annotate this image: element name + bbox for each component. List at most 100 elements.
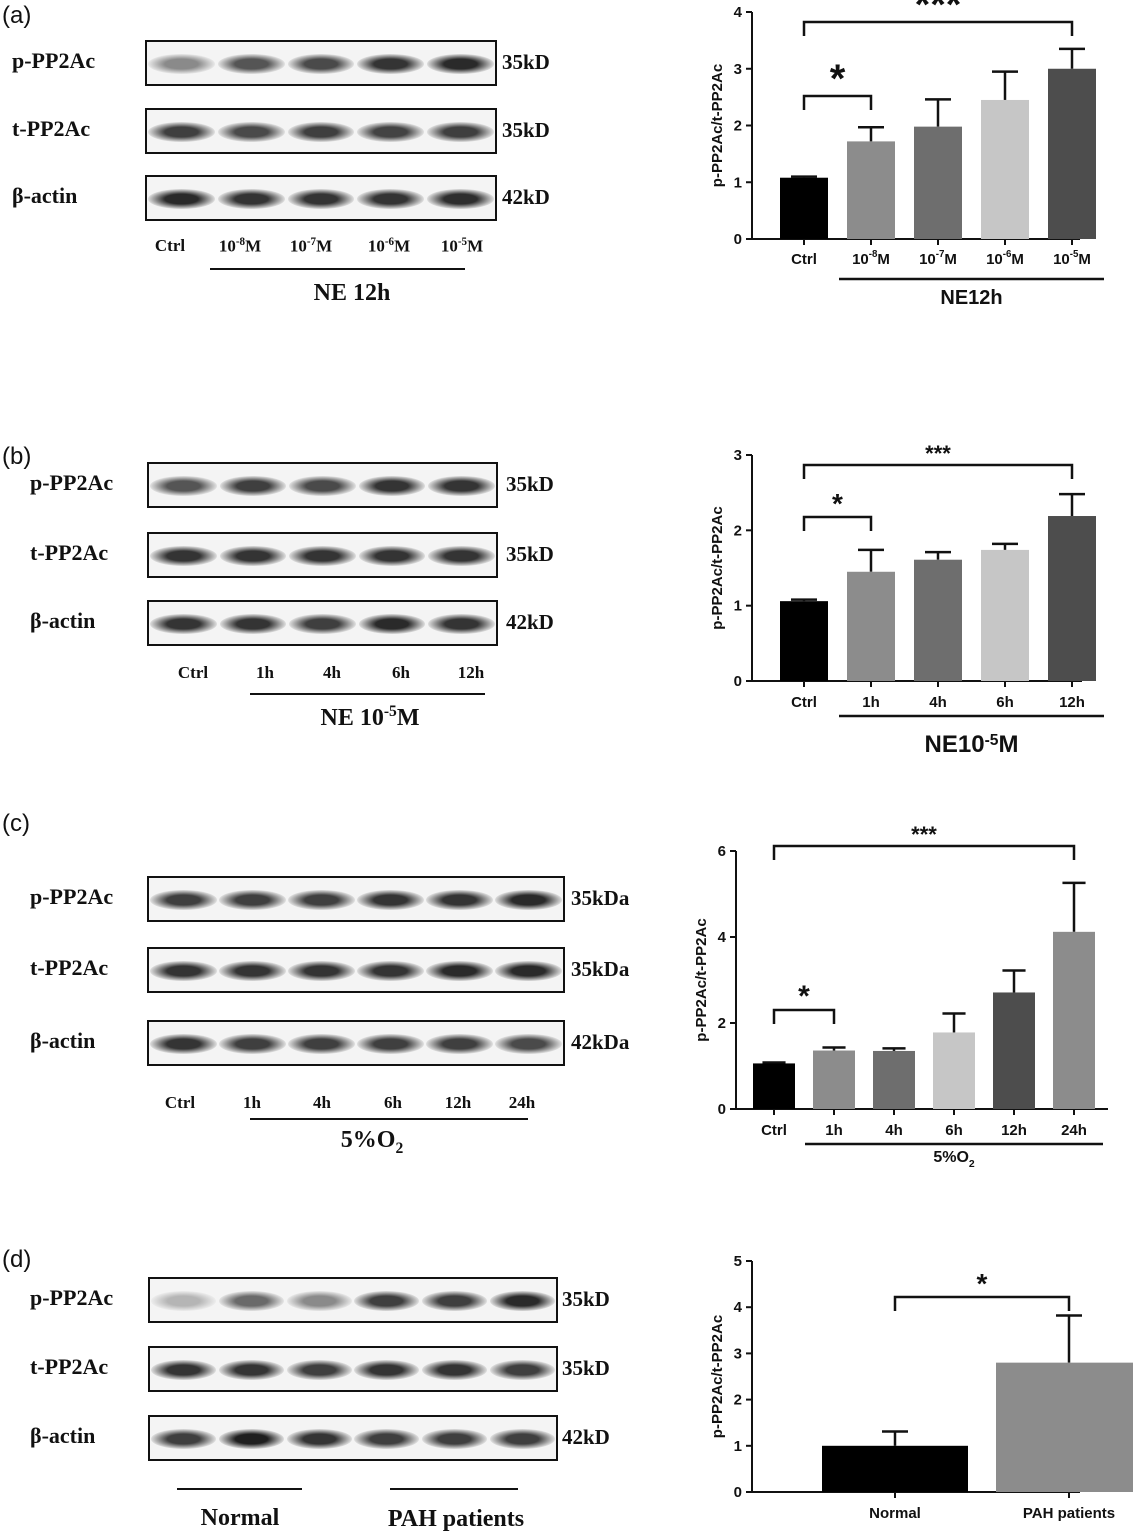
band-d-1-2 <box>286 1360 352 1380</box>
x-tick-label-c-4: 12h <box>1001 1122 1027 1139</box>
band-b-1-0 <box>150 546 217 566</box>
group-rule-b <box>250 693 485 695</box>
blot-size-a-0: 35kD <box>502 50 550 74</box>
band-d-0-4 <box>422 1291 487 1311</box>
significance-bracket-a-0 <box>802 94 873 110</box>
band-b-2-1 <box>219 614 287 634</box>
y-tick-label-c-1: 2 <box>718 1015 726 1032</box>
y-tick-label-a-1: 1 <box>734 174 742 191</box>
band-d-2-3 <box>354 1429 420 1449</box>
group-label-c: 5%O2 <box>340 1127 404 1157</box>
x-tick-label-b-3: 6h <box>996 694 1014 711</box>
significance-label-c-1: *** <box>911 822 937 847</box>
lane-label-a-1: 10-8M <box>218 236 262 256</box>
band-d-2-5 <box>489 1429 555 1449</box>
blot-label-a-0: p-PP2Ac <box>12 48 96 73</box>
lane-label-a-2: 10-7M <box>289 236 333 256</box>
band-c-0-3 <box>357 890 424 910</box>
x-tick-label-d-0: Normal <box>869 1505 921 1522</box>
y-tick-label-d-2: 2 <box>734 1392 742 1409</box>
band-d-1-3 <box>354 1360 420 1380</box>
band-b-0-1 <box>219 476 287 496</box>
band-c-1-4 <box>426 961 493 981</box>
y-axis-label-a: p-PP2Ac/t-PP2Ac <box>709 64 726 187</box>
band-c-2-0 <box>150 1034 217 1054</box>
x-tick-label-b-0: Ctrl <box>791 694 817 711</box>
band-c-0-0 <box>150 890 217 910</box>
bar-b-0 <box>780 601 828 681</box>
significance-bracket-c-0 <box>772 1008 836 1024</box>
significance-bracket-b-1 <box>802 463 1074 479</box>
panel-d-letter: (d) <box>2 1246 32 1273</box>
group-label-chart-c: 5%O2 <box>933 1149 975 1170</box>
band-d-2-1 <box>219 1429 284 1449</box>
lane-label-b-3: 6h <box>392 663 410 682</box>
bar-a-0 <box>780 177 828 239</box>
bar-c-0 <box>753 1063 795 1109</box>
band-a-1-2 <box>287 122 355 142</box>
band-b-1-2 <box>289 546 356 566</box>
blot-label-d-0: p-PP2Ac <box>30 1285 114 1310</box>
band-c-1-0 <box>150 961 217 981</box>
blot-strip-a-1 <box>145 108 497 154</box>
x-tick-label-b-4: 12h <box>1059 694 1085 711</box>
blot-label-b-0: p-PP2Ac <box>30 470 114 495</box>
blot-strip-a-0 <box>145 40 497 86</box>
band-b-2-0 <box>150 614 217 634</box>
group-rule-d-0 <box>177 1488 302 1490</box>
band-c-1-3 <box>357 961 424 981</box>
x-tick-label-a-4: 10-5M <box>1053 249 1091 268</box>
y-tick-label-c-3: 6 <box>718 843 726 860</box>
y-tick-label-d-4: 4 <box>734 1299 743 1316</box>
blot-strip-c-0 <box>147 876 565 922</box>
lane-label-c-3: 6h <box>384 1093 402 1112</box>
bar-d-0 <box>822 1445 968 1492</box>
band-d-1-0 <box>151 1360 217 1380</box>
blot-size-d-0: 35kD <box>562 1287 610 1311</box>
band-d-1-1 <box>219 1360 284 1380</box>
x-tick-label-a-2: 10-7M <box>919 249 957 268</box>
group-label-a: NE 12h <box>313 280 391 306</box>
blot-strip-a-2 <box>145 175 497 221</box>
x-tick-label-c-0: Ctrl <box>761 1122 787 1139</box>
y-tick-label-a-3: 3 <box>734 61 742 78</box>
band-a-1-3 <box>357 122 424 142</box>
band-d-0-0 <box>151 1291 217 1311</box>
band-b-0-0 <box>150 476 217 496</box>
group-label-d-1: PAH patients <box>387 1506 525 1532</box>
x-tick-label-c-3: 6h <box>945 1122 963 1139</box>
blot-strip-d-2 <box>148 1415 558 1461</box>
band-d-0-3 <box>354 1291 420 1311</box>
significance-label-d-0: * <box>977 1268 988 1299</box>
band-c-2-3 <box>357 1034 424 1054</box>
band-c-1-5 <box>495 961 562 981</box>
group-label-chart-a: NE12h <box>940 287 1002 309</box>
band-b-2-2 <box>289 614 356 634</box>
y-axis-label-d: p-PP2Ac/t-PP2Ac <box>709 1315 726 1438</box>
bar-c-2 <box>873 1050 915 1109</box>
bar-c-4 <box>993 992 1035 1109</box>
band-c-2-2 <box>288 1034 355 1054</box>
band-c-1-1 <box>219 961 286 981</box>
bar-chart-a: 0 1 2 3 4 p-PP2Ac/t-PP2Ac Ctrl 10-8M 10-7M 10-6M 1… <box>709 0 1104 309</box>
blot-label-c-1: t-PP2Ac <box>30 955 109 980</box>
panel-c-letter: (c) <box>2 810 30 837</box>
band-d-2-2 <box>286 1429 352 1449</box>
y-tick-label-d-1: 1 <box>734 1438 742 1455</box>
band-b-1-3 <box>358 546 426 566</box>
bar-a-2 <box>914 126 962 239</box>
significance-bracket-d-0 <box>893 1295 1071 1311</box>
bar-b-1 <box>847 571 895 681</box>
y-tick-label-a-0: 0 <box>734 231 742 248</box>
band-c-2-4 <box>426 1034 493 1054</box>
blot-size-c-2: 42kDa <box>571 1030 630 1054</box>
x-tick-label-b-1: 1h <box>862 694 880 711</box>
band-d-0-1 <box>219 1291 284 1311</box>
lane-label-a-3: 10-6M <box>367 236 411 256</box>
band-a-1-0 <box>148 122 216 142</box>
x-tick-label-c-5: 24h <box>1061 1122 1087 1139</box>
lane-label-c-4: 12h <box>444 1093 472 1112</box>
group-rule-a <box>210 268 465 270</box>
band-c-0-4 <box>426 890 493 910</box>
band-a-0-0 <box>148 54 216 74</box>
